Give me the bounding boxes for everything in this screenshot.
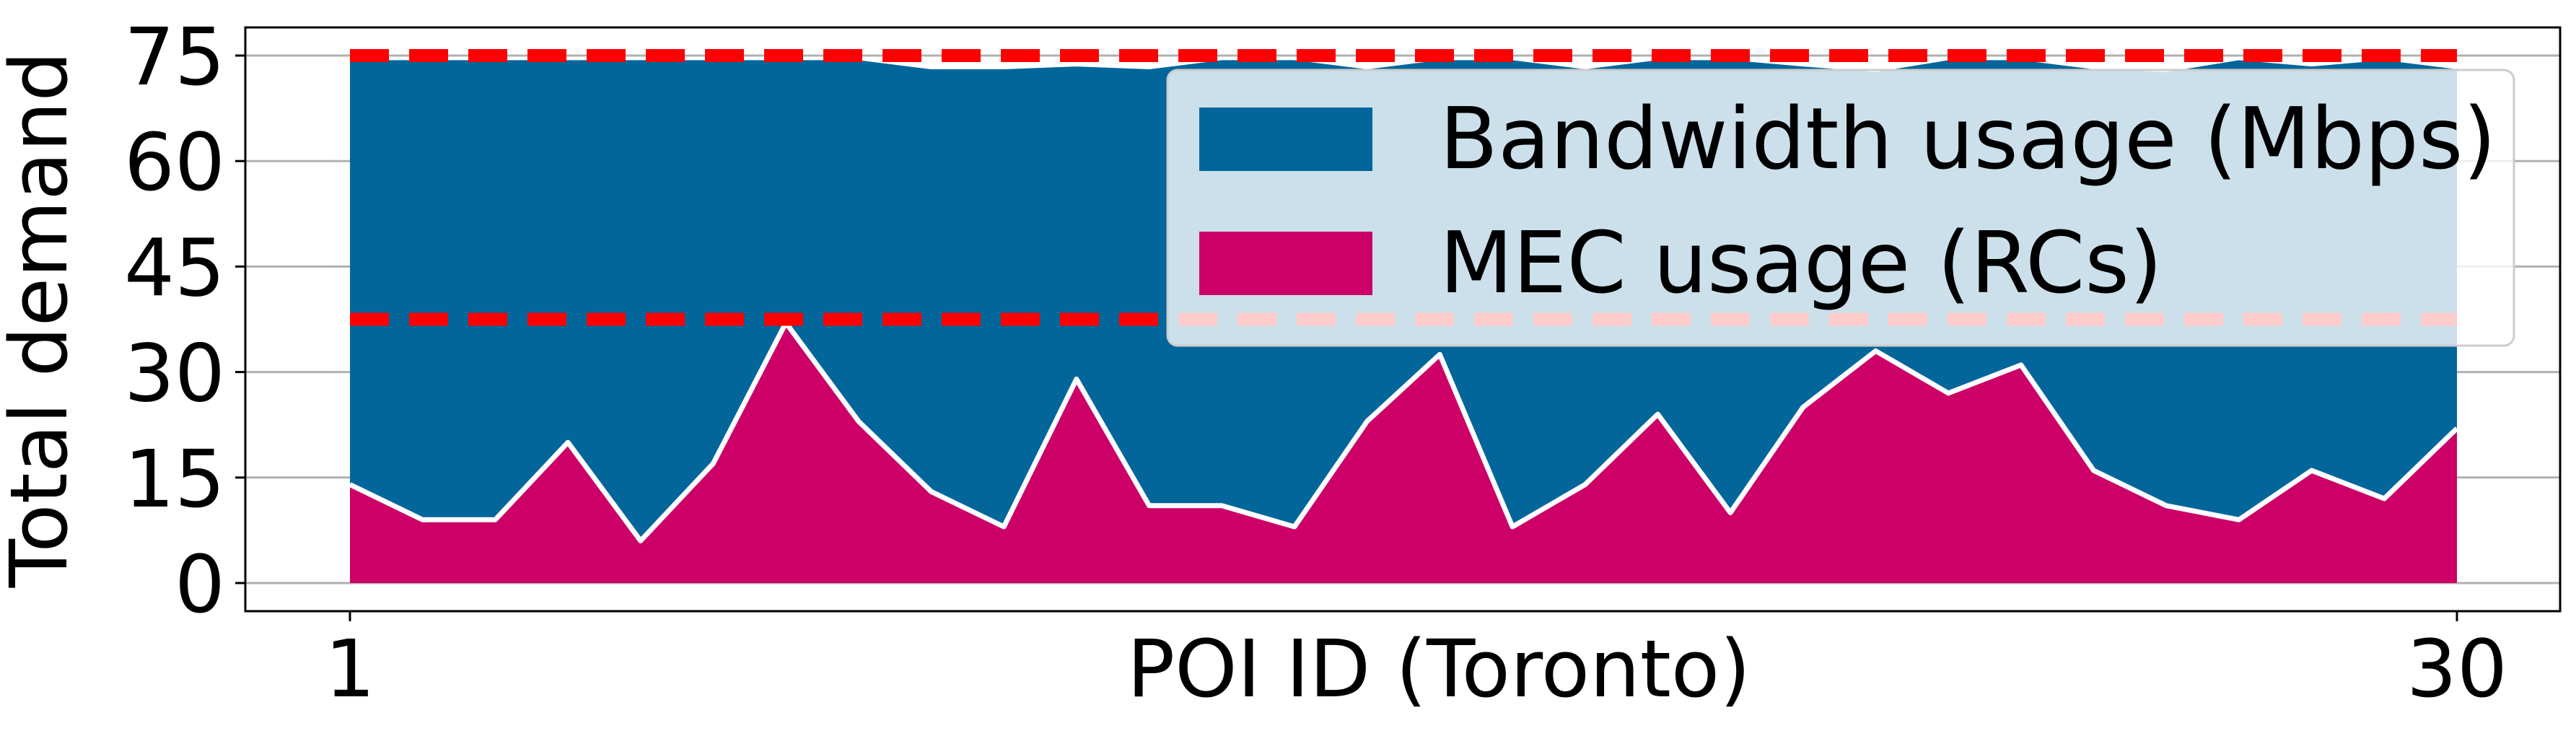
y-axis-label: Total demand bbox=[0, 51, 85, 588]
series-area-1 bbox=[350, 323, 2457, 584]
legend-label: Bandwidth usage (Mbps) bbox=[1440, 89, 2496, 188]
plot-frame bbox=[244, 26, 2562, 613]
x-axis-label: POI ID (Toronto) bbox=[1127, 623, 1751, 715]
legend-box bbox=[1166, 69, 2515, 347]
y-tick-label: 30 bbox=[124, 328, 225, 420]
series-line-0 bbox=[350, 58, 2458, 72]
x-tick-label: 1 bbox=[325, 623, 375, 715]
y-tick-label: 45 bbox=[124, 222, 225, 314]
tick-marks bbox=[235, 54, 2458, 621]
x-tick-label: 30 bbox=[2406, 623, 2507, 715]
legend-swatch bbox=[1199, 108, 1372, 171]
tick-labels: 0 15 30 45 60 75 1 30 bbox=[124, 11, 2507, 715]
legend: Bandwidth usage (Mbps) MEC usage (RCs) bbox=[1166, 69, 2515, 347]
y-tick-label: 15 bbox=[124, 433, 225, 525]
y-tick-label: 75 bbox=[124, 11, 225, 103]
legend-label: MEC usage (RCs) bbox=[1440, 213, 2163, 312]
y-tick-label: 0 bbox=[175, 538, 225, 631]
legend-swatch bbox=[1199, 232, 1372, 295]
series-line-1 bbox=[349, 320, 2459, 544]
y-tick-label: 60 bbox=[124, 116, 225, 209]
